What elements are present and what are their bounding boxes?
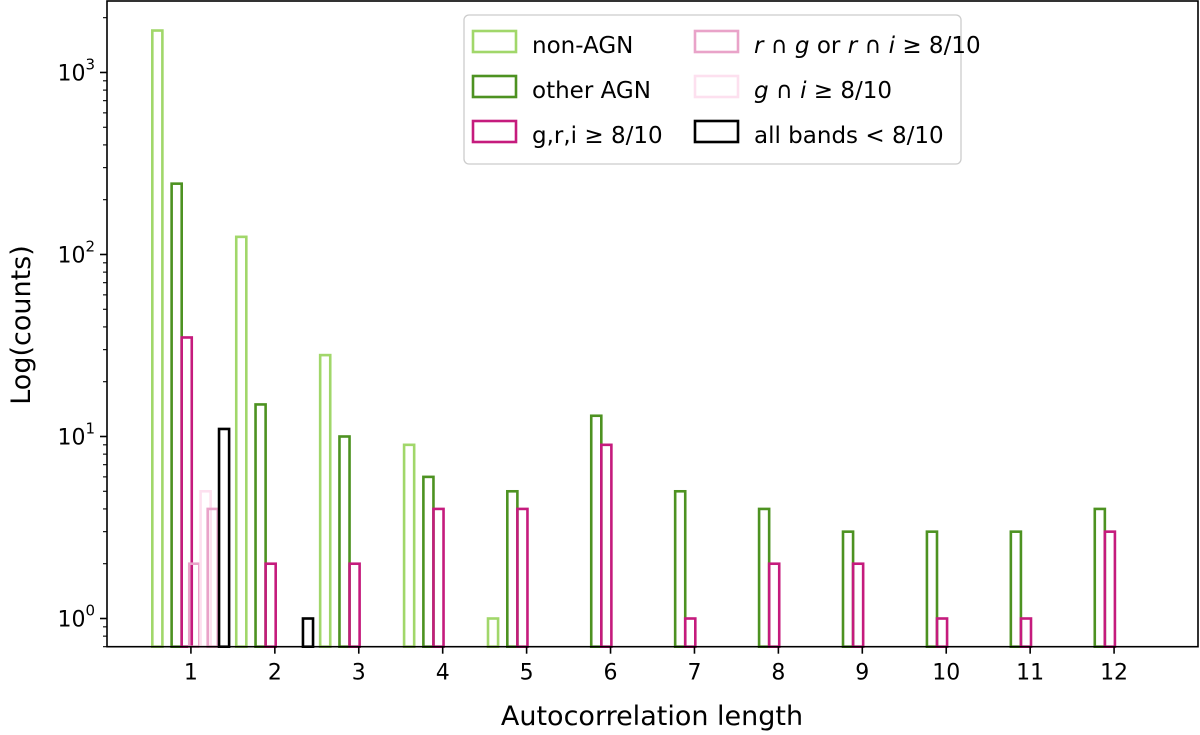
- bar-g-r-i-8-10-x5: [516, 507, 529, 648]
- legend-label: g,r,i ≥ 8/10: [532, 123, 663, 149]
- x-tick-label: 12: [1100, 661, 1128, 686]
- x-tick-label: 8: [771, 661, 785, 686]
- bar-other-agn-x1: [170, 182, 183, 648]
- bar-non-agn-x2: [234, 235, 248, 649]
- y-axis-label: Log(counts): [6, 245, 37, 405]
- y-tick-label: 102: [57, 237, 95, 268]
- bar-g-r-i-8-10-x3: [348, 562, 361, 649]
- bar-non-agn-x1: [151, 29, 164, 649]
- x-tick-label: 2: [268, 661, 282, 686]
- x-tick-label: 1: [184, 661, 198, 686]
- bar-other-agn-x8: [757, 507, 771, 648]
- y-axis: 100 101 102 103: [57, 17, 107, 648]
- x-tick-label: 11: [1016, 661, 1044, 686]
- legend-box: [463, 14, 962, 165]
- x-axis: 1 2 3 4 5 6 7 8 9 10 11 12: [184, 646, 1128, 686]
- y-tick-label: 101: [57, 419, 95, 450]
- bar-non-agn-x5: [486, 617, 500, 648]
- bar-g-i-8-10-x1: [199, 489, 212, 649]
- bar-other-agn-x9: [841, 530, 855, 648]
- x-tick-label: 4: [436, 661, 450, 686]
- legend-label: r ∩ g or r ∩ i ≥ 8/10: [754, 33, 981, 59]
- bar-other-agn-x10: [925, 530, 939, 648]
- bar-other-agn-x3: [338, 435, 351, 648]
- x-tick-label: 5: [520, 661, 534, 686]
- x-tick-label: 3: [352, 661, 366, 686]
- bar-non-agn-x4: [402, 443, 416, 648]
- bar-all-bands-8-10-x2: [301, 617, 315, 648]
- bar-g-r-i-8-10-x12: [1103, 530, 1117, 648]
- bar-g-r-i-8-10-x2: [264, 562, 277, 649]
- bar-other-agn-x11: [1009, 530, 1023, 648]
- bar-g-r-i-8-10-x8: [767, 562, 781, 649]
- legend-swatch: [471, 74, 518, 99]
- legend-swatch: [693, 119, 740, 144]
- legend-label: non-AGN: [532, 33, 633, 59]
- bar-other-agn-x5: [506, 489, 519, 649]
- legend-swatch: [471, 119, 518, 144]
- x-tick-label: 6: [604, 661, 618, 686]
- bar-other-agn-x4: [422, 475, 435, 648]
- bar-other-agn-x7: [673, 489, 687, 649]
- bar-all-bands-8-10-x1: [217, 427, 231, 648]
- bar-g-r-i-8-10-x9: [851, 562, 865, 649]
- legend-label: all bands < 8/10: [754, 123, 944, 149]
- plot-frame: [106, 0, 1199, 648]
- bar-other-agn-x12: [1093, 507, 1107, 648]
- bar-other-agn-x2: [254, 403, 267, 648]
- y-tick-label: 103: [57, 55, 95, 86]
- x-tick-label: 10: [932, 661, 960, 686]
- x-axis-label: Autocorrelation length: [501, 701, 803, 732]
- x-tick-label: 9: [855, 661, 869, 686]
- bar-g-r-i-8-10-x10: [935, 617, 949, 648]
- bar-other-agn-x6: [589, 414, 603, 649]
- bar-series-5-x1: [206, 507, 220, 648]
- bar-non-agn-x3: [318, 353, 332, 648]
- bar-g-r-i-8-10-x11: [1019, 617, 1033, 648]
- legend-label: g ∩ i ≥ 8/10: [754, 78, 892, 104]
- legend: non-AGN other AGN g,r,i ≥ 8/10 r ∩ g or r ∩…: [463, 14, 981, 165]
- legend-swatch: [693, 29, 740, 54]
- legend-swatch: [471, 29, 518, 54]
- legend-label: other AGN: [532, 78, 651, 104]
- bar-g-r-i-8-10-x7: [683, 617, 697, 648]
- y-tick-label: 100: [57, 602, 95, 633]
- bar-g-r-i-8-10-x4: [432, 507, 445, 648]
- bar-g-r-i-8-10-x6: [600, 443, 613, 648]
- x-tick-label: 7: [687, 661, 701, 686]
- legend-swatch: [693, 74, 740, 99]
